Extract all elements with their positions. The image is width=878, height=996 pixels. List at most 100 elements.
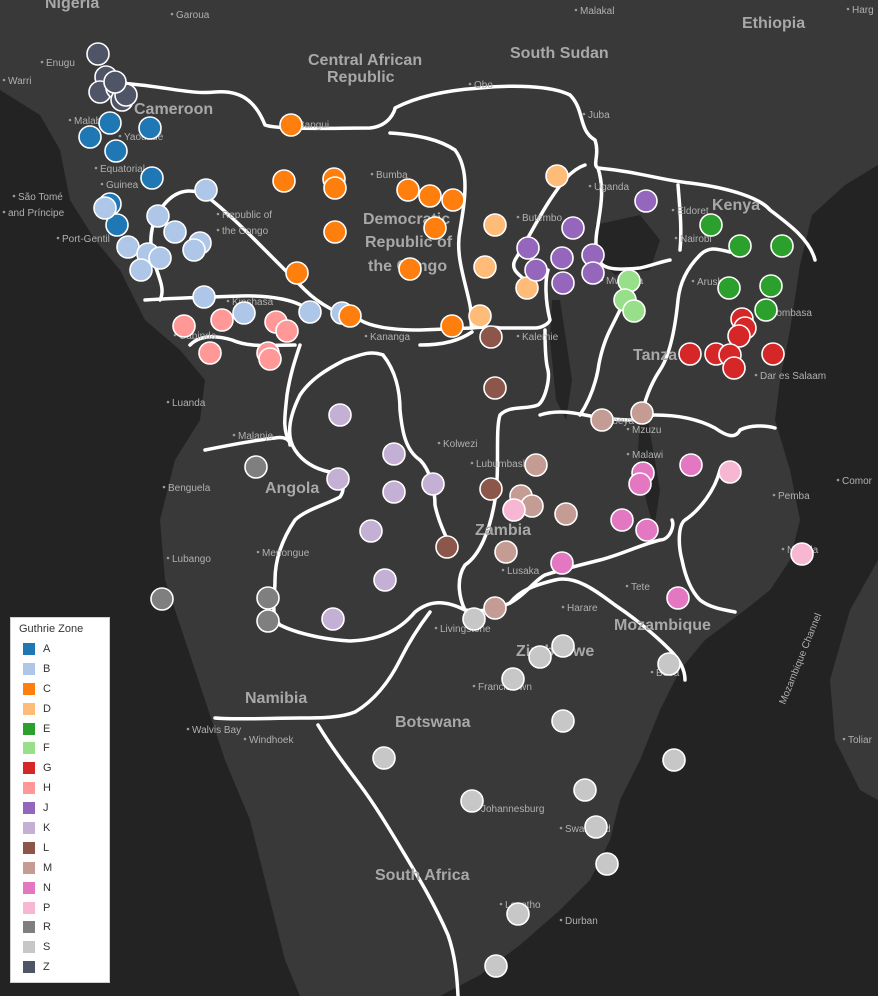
language-point-zone-s[interactable] <box>460 789 484 813</box>
language-point-zone-d[interactable] <box>545 164 569 188</box>
legend-item[interactable]: L <box>19 838 101 858</box>
language-point-zone-r[interactable] <box>244 455 268 479</box>
language-point-zone-h[interactable] <box>198 341 222 365</box>
language-point-zone-b[interactable] <box>182 238 206 262</box>
language-point-zone-e[interactable] <box>699 213 723 237</box>
language-point-zone-m[interactable] <box>590 408 614 432</box>
legend-item[interactable]: R <box>19 917 101 937</box>
legend-item[interactable]: G <box>19 758 101 778</box>
language-point-zone-c[interactable] <box>323 220 347 244</box>
language-point-zone-s[interactable] <box>551 709 575 733</box>
language-point-zone-m[interactable] <box>483 596 507 620</box>
language-point-zone-k[interactable] <box>382 442 406 466</box>
language-point-zone-m[interactable] <box>554 502 578 526</box>
language-point-zone-p[interactable] <box>718 460 742 484</box>
language-point-zone-s[interactable] <box>573 778 597 802</box>
language-point-zone-n[interactable] <box>628 472 652 496</box>
language-point-zone-s[interactable] <box>372 746 396 770</box>
language-point-zone-s[interactable] <box>595 852 619 876</box>
language-point-zone-k[interactable] <box>421 472 445 496</box>
language-point-zone-z[interactable] <box>103 70 127 94</box>
legend-item[interactable]: S <box>19 937 101 957</box>
language-point-zone-s[interactable] <box>551 634 575 658</box>
language-point-zone-k[interactable] <box>328 403 352 427</box>
legend-item[interactable]: A <box>19 639 101 659</box>
language-point-zone-d[interactable] <box>483 213 507 237</box>
language-point-zone-k[interactable] <box>321 607 345 631</box>
language-point-zone-g[interactable] <box>722 356 746 380</box>
language-point-zone-j[interactable] <box>524 258 548 282</box>
language-point-zone-c[interactable] <box>323 176 347 200</box>
language-point-zone-k[interactable] <box>326 467 350 491</box>
language-point-zone-b[interactable] <box>194 178 218 202</box>
language-point-zone-h[interactable] <box>258 347 282 371</box>
language-point-zone-a[interactable] <box>104 139 128 163</box>
language-point-zone-e[interactable] <box>770 234 794 258</box>
legend-item[interactable]: M <box>19 858 101 878</box>
language-point-zone-s[interactable] <box>657 652 681 676</box>
language-point-zone-m[interactable] <box>524 453 548 477</box>
language-point-zone-m[interactable] <box>630 401 654 425</box>
language-point-zone-l[interactable] <box>479 477 503 501</box>
language-point-zone-r[interactable] <box>256 609 280 633</box>
language-point-zone-b[interactable] <box>298 300 322 324</box>
language-point-zone-g[interactable] <box>678 342 702 366</box>
language-point-zone-s[interactable] <box>484 954 508 978</box>
language-point-zone-a[interactable] <box>98 111 122 135</box>
language-point-zone-k[interactable] <box>382 480 406 504</box>
language-point-zone-z[interactable] <box>86 42 110 66</box>
language-point-zone-e[interactable] <box>728 234 752 258</box>
language-point-zone-b[interactable] <box>116 235 140 259</box>
language-point-zone-e[interactable] <box>717 276 741 300</box>
legend-item[interactable]: H <box>19 778 101 798</box>
language-point-zone-c[interactable] <box>285 261 309 285</box>
language-point-zone-b[interactable] <box>146 204 170 228</box>
language-point-zone-e[interactable] <box>759 274 783 298</box>
language-point-zone-c[interactable] <box>396 178 420 202</box>
language-point-zone-j[interactable] <box>581 261 605 285</box>
legend-item[interactable]: C <box>19 679 101 699</box>
language-point-zone-j[interactable] <box>516 236 540 260</box>
language-point-zone-l[interactable] <box>479 325 503 349</box>
language-point-zone-c[interactable] <box>272 169 296 193</box>
language-point-zone-c[interactable] <box>418 184 442 208</box>
language-point-zone-c[interactable] <box>279 113 303 137</box>
legend-item[interactable]: K <box>19 818 101 838</box>
language-point-zone-l[interactable] <box>435 535 459 559</box>
language-point-zone-p[interactable] <box>502 498 526 522</box>
legend-item[interactable]: E <box>19 719 101 739</box>
language-point-zone-h[interactable] <box>172 314 196 338</box>
language-point-zone-a[interactable] <box>140 166 164 190</box>
language-point-zone-f[interactable] <box>617 269 641 293</box>
language-point-zone-a[interactable] <box>78 125 102 149</box>
language-point-zone-b[interactable] <box>129 258 153 282</box>
language-point-zone-r[interactable] <box>150 587 174 611</box>
language-point-zone-a[interactable] <box>138 116 162 140</box>
language-point-zone-h[interactable] <box>210 308 234 332</box>
language-point-zone-p[interactable] <box>790 542 814 566</box>
legend-item[interactable]: B <box>19 659 101 679</box>
language-point-zone-s[interactable] <box>506 902 530 926</box>
language-point-zone-e[interactable] <box>754 298 778 322</box>
language-point-zone-c[interactable] <box>440 314 464 338</box>
legend-item[interactable]: J <box>19 798 101 818</box>
language-point-zone-s[interactable] <box>528 645 552 669</box>
language-point-zone-n[interactable] <box>666 586 690 610</box>
language-point-zone-h[interactable] <box>275 319 299 343</box>
language-point-zone-f[interactable] <box>622 299 646 323</box>
language-point-zone-d[interactable] <box>468 304 492 328</box>
language-point-zone-c[interactable] <box>398 257 422 281</box>
language-point-zone-b[interactable] <box>192 285 216 309</box>
language-point-zone-b[interactable] <box>232 301 256 325</box>
language-point-zone-s[interactable] <box>501 667 525 691</box>
language-point-zone-m[interactable] <box>494 540 518 564</box>
language-point-zone-n[interactable] <box>679 453 703 477</box>
language-point-zone-l[interactable] <box>483 376 507 400</box>
language-point-zone-n[interactable] <box>635 518 659 542</box>
legend-item[interactable]: F <box>19 738 101 758</box>
language-point-zone-k[interactable] <box>373 568 397 592</box>
language-point-zone-g[interactable] <box>727 324 751 348</box>
language-point-zone-c[interactable] <box>441 188 465 212</box>
language-point-zone-n[interactable] <box>550 551 574 575</box>
